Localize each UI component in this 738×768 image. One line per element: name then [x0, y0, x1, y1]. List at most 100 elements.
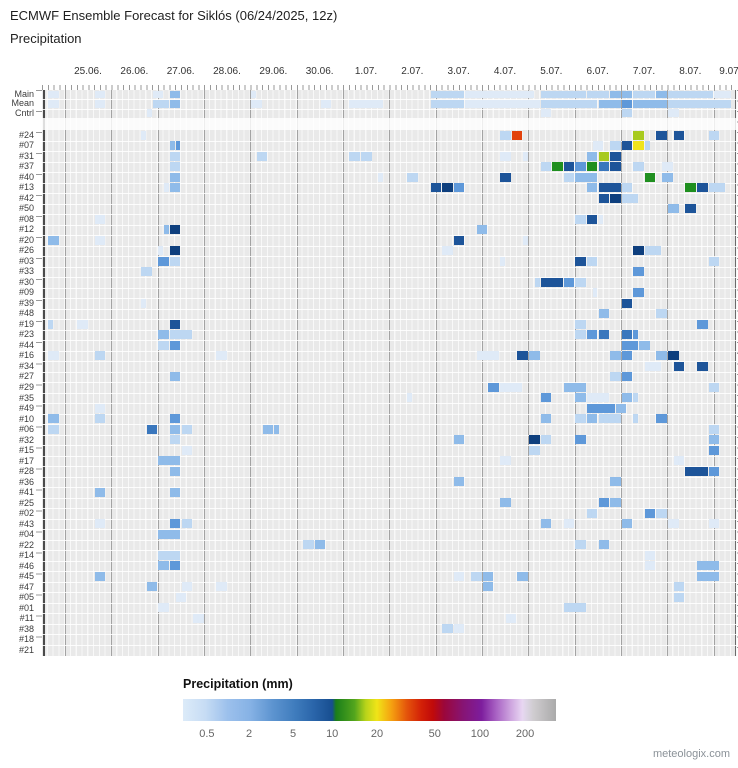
- legend-title: Precipitation (mm): [183, 677, 293, 691]
- heatmap-cell: [644, 172, 656, 182]
- heatmap-cell: [656, 414, 667, 424]
- row-separator: [42, 382, 737, 384]
- x-axis-label: 5.07.: [540, 66, 563, 77]
- heatmap-cell: [621, 330, 633, 340]
- heatmap-cell: [621, 141, 633, 150]
- heatmap-cell: [540, 519, 552, 529]
- legend-tick-label: 20: [370, 728, 384, 740]
- heatmap-cell: [77, 319, 88, 329]
- row-separator: [42, 476, 737, 478]
- heatmap-cell: [169, 519, 181, 529]
- x-axis-label: 3.07.: [447, 66, 470, 77]
- legend-tick-labels: 0.5 2 5 10 20 50 100 200: [183, 728, 556, 742]
- heatmap-cell: [621, 183, 633, 193]
- heatmap-cell: [442, 246, 453, 256]
- row-label: #05: [18, 592, 34, 603]
- x-axis-date-labels: 25.06. 26.06. 27.06. 28.06. 29.06. 30.06. 1.07…: [42, 66, 738, 80]
- row-label: Mean: [11, 98, 34, 109]
- row-label: #29: [18, 381, 34, 392]
- heatmap-cell: [586, 330, 598, 340]
- row-separator: [42, 329, 737, 331]
- left-axis-tick-strip: [36, 90, 42, 656]
- row-label: #09: [18, 287, 34, 298]
- row-separator: [42, 214, 737, 216]
- row-separator: [42, 256, 737, 258]
- day-gridline: [621, 90, 622, 656]
- row-label: #44: [18, 339, 34, 350]
- heatmap-cell: [592, 141, 604, 150]
- heatmap-cell: [586, 90, 610, 99]
- heatmap-cell: [633, 330, 639, 340]
- row-label: #17: [18, 455, 34, 466]
- heatmap-cell: [158, 550, 181, 560]
- row-label: #36: [18, 476, 34, 487]
- heatmap-cell: [169, 183, 181, 193]
- heatmap-cell: [193, 613, 204, 623]
- x-axis-label: 7.07.: [632, 66, 656, 77]
- heatmap-cell: [407, 393, 413, 403]
- row-separator: [42, 445, 737, 447]
- heatmap-cell: [621, 519, 633, 529]
- heatmap-cell: [169, 319, 181, 329]
- row-label: #30: [18, 276, 34, 287]
- row-separator: [42, 413, 737, 415]
- heatmap-cell: [453, 183, 465, 193]
- heatmap-cell: [523, 151, 528, 161]
- day-gridline: [389, 90, 391, 656]
- row-label: #07: [18, 140, 34, 151]
- row-separator: [42, 172, 737, 174]
- heatmap-cell: [586, 214, 598, 224]
- row-separator: [42, 392, 737, 394]
- heatmap-cell: [696, 571, 720, 581]
- x-axis-label: 26.06.: [120, 66, 149, 77]
- legend-color-scale: [183, 699, 556, 721]
- heatmap-cell: [158, 456, 181, 466]
- heatmap-cell: [598, 183, 621, 193]
- heatmap-cell: [169, 487, 181, 497]
- heatmap-cell: [668, 99, 731, 108]
- day-gridline: [204, 90, 205, 656]
- heatmap-cell: [169, 414, 181, 424]
- row-label: #08: [18, 213, 34, 224]
- row-label: Main: [14, 89, 34, 100]
- heatmap-cell: [685, 204, 696, 214]
- heatmap-cell: [505, 613, 517, 623]
- heatmap-cell: [251, 99, 262, 108]
- x-axis-label: 28.06.: [213, 66, 241, 77]
- row-separator: [42, 539, 737, 541]
- heatmap-cell: [575, 435, 586, 445]
- heatmap-cell: [169, 330, 193, 340]
- heatmap-cell: [668, 519, 679, 529]
- x-axis-label: 29.06.: [259, 66, 288, 77]
- heatmap-cell: [169, 340, 181, 350]
- row-separator: [42, 361, 737, 363]
- row-label: #39: [18, 297, 34, 308]
- heatmap-cell: [48, 90, 59, 99]
- row-separator: [42, 108, 737, 110]
- heatmap-cell: [453, 477, 465, 487]
- heatmap-cell: [407, 172, 418, 182]
- heatmap-cell: [644, 561, 656, 571]
- heatmap-cell: [644, 361, 662, 371]
- heatmap-cell: [644, 246, 662, 256]
- heatmap-cell: [453, 624, 465, 634]
- row-label: #46: [18, 560, 34, 571]
- heatmap-cell: [656, 130, 667, 140]
- row-separator: [42, 235, 737, 237]
- x-axis-label: 9.07.: [719, 66, 738, 77]
- heatmap-cell: [540, 90, 586, 99]
- row-label: #03: [18, 255, 34, 266]
- row-label: #14: [18, 550, 34, 561]
- heatmap-cell: [633, 288, 644, 298]
- heatmap-cell: [656, 309, 667, 319]
- heatmap-cell: [610, 372, 621, 382]
- heatmap-cell: [610, 351, 621, 361]
- heatmap-cell: [94, 414, 106, 424]
- row-label: #33: [18, 266, 34, 277]
- heatmap-cell: [262, 424, 274, 434]
- watermark-link[interactable]: meteologix.com: [652, 748, 730, 760]
- heatmap-cell: [349, 151, 361, 161]
- heatmap-cell: [610, 151, 621, 161]
- row-label: #19: [18, 318, 34, 329]
